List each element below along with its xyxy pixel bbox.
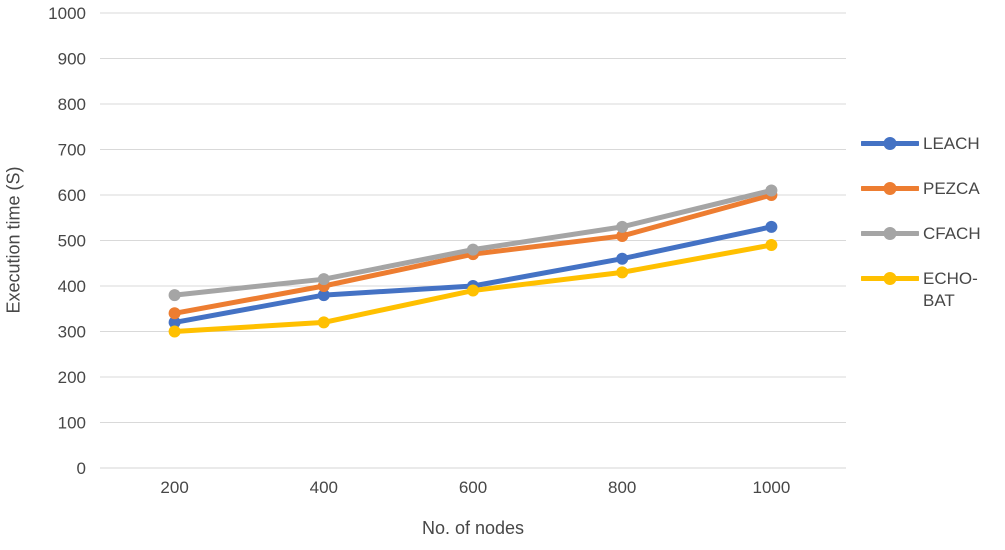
x-axis-tick-label: 400	[310, 478, 338, 497]
data-point-ECHO-BAT-600	[467, 284, 479, 297]
x-axis-tick-label: 1000	[752, 478, 790, 497]
data-point-LEACH-400	[317, 289, 330, 302]
x-axis-tick-label: 600	[459, 478, 487, 497]
data-point-CFACH-1000	[765, 184, 778, 197]
data-point-ECHO-BAT-200	[168, 325, 181, 338]
data-point-ECHO-BAT-800	[616, 266, 629, 279]
y-axis-tick-label: 1000	[48, 4, 86, 23]
y-axis-tick-label: 700	[58, 141, 86, 160]
data-point-LEACH-800	[616, 252, 629, 265]
legend-line-marker-icon	[861, 137, 919, 150]
data-point-PEZCA-800	[616, 229, 629, 242]
legend-item-PEZCA: PEZCA	[861, 178, 1001, 200]
y-axis-tick-label: 300	[58, 323, 86, 342]
legend-item-LEACH: LEACH	[861, 133, 1001, 155]
legend-label: CFACH	[923, 224, 981, 243]
data-point-LEACH-1000	[765, 220, 778, 233]
legend-line-marker-icon	[861, 272, 919, 285]
data-point-CFACH-800	[616, 220, 629, 233]
y-axis-tick-label: 100	[58, 414, 86, 433]
y-axis-tick-label: 0	[77, 459, 86, 478]
y-axis-tick-label: 500	[58, 232, 86, 251]
legend-label: ECHO-BAT	[923, 269, 978, 310]
series-line-LEACH	[172, 224, 774, 325]
legend-item-CFACH: CFACH	[861, 223, 1001, 245]
series-line-CFACH	[172, 187, 774, 298]
y-axis-tick-label: 900	[58, 50, 86, 69]
data-point-CFACH-600	[467, 243, 479, 256]
legend-label: PEZCA	[923, 179, 980, 198]
data-point-ECHO-BAT-1000	[765, 239, 778, 252]
data-point-CFACH-400	[317, 273, 330, 286]
y-axis-tick-label: 800	[58, 95, 86, 114]
data-point-LEACH-200	[168, 316, 181, 329]
data-point-CFACH-200	[168, 289, 181, 302]
legend-item-ECHO-BAT: ECHO-BAT	[861, 268, 1001, 312]
y-axis-tick-label: 200	[58, 368, 86, 387]
x-axis-tick-label: 800	[608, 478, 636, 497]
legend-line-marker-icon	[861, 227, 919, 240]
legend: LEACH PEZCA CFACH ECHO-BAT	[861, 133, 1001, 312]
y-axis-tick-label: 400	[58, 277, 86, 296]
y-axis-title: Execution time (S)	[3, 166, 24, 314]
y-axis-tick-label: 600	[58, 186, 86, 205]
data-point-ECHO-BAT-400	[317, 316, 330, 329]
data-point-PEZCA-200	[168, 307, 181, 320]
x-axis-title: No. of nodes	[421, 518, 525, 538]
legend-line-marker-icon	[861, 182, 919, 195]
legend-label: LEACH	[923, 134, 980, 153]
x-axis-tick-label: 200	[160, 478, 188, 497]
